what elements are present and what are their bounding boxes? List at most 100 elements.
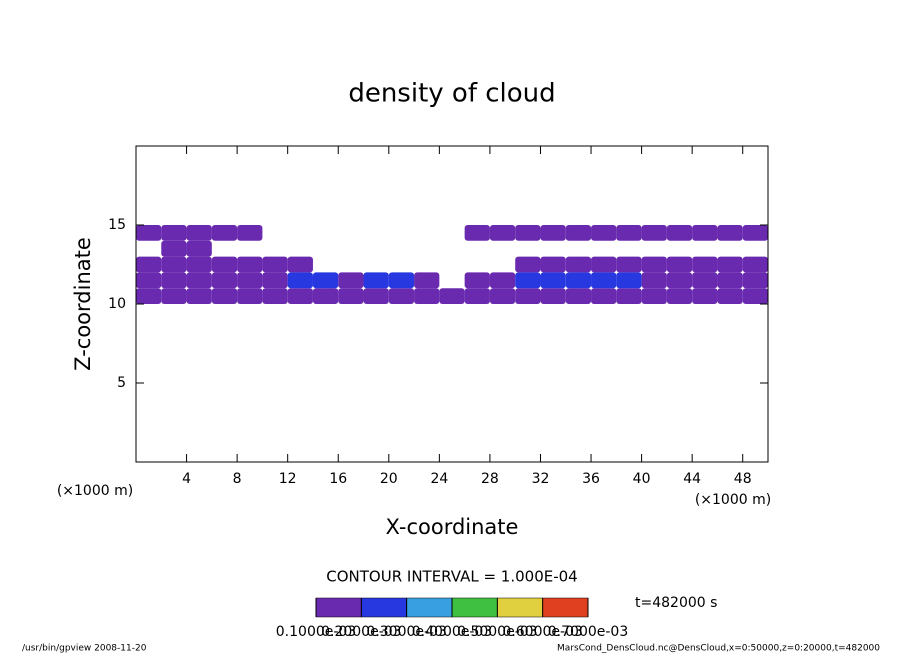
heat-cell (742, 225, 768, 241)
heat-cell (464, 272, 490, 289)
heat-cell (616, 225, 642, 241)
heat-cell (161, 240, 187, 257)
heat-cell (641, 256, 667, 273)
footer-right: MarsCond_DensCloud.nc@DensCloud,x=0:5000… (557, 644, 880, 654)
heat-cell (388, 288, 415, 304)
heat-cell (565, 256, 592, 273)
heat-cell (489, 288, 516, 304)
chart-title: density of cloud (348, 79, 555, 109)
heat-cell (186, 240, 212, 257)
x-tick-label: 24 (430, 471, 448, 487)
x-tick-label: 12 (279, 471, 297, 487)
heat-cell (439, 288, 465, 304)
colorbar-segment (451, 597, 498, 618)
heat-cell (565, 272, 592, 289)
heat-cell (161, 288, 187, 304)
x-tick-label: 40 (633, 471, 651, 487)
heat-cell (237, 272, 263, 289)
heat-cell (666, 288, 693, 304)
heat-cell (666, 272, 693, 289)
colorbar-label: 0.2000e-03 (321, 624, 401, 640)
heat-cell (186, 272, 212, 289)
heat-cell (338, 272, 364, 289)
heat-cell (591, 225, 617, 241)
x-unit: (×1000 m) (57, 483, 133, 499)
heat-cell (312, 272, 339, 289)
heat-cell (262, 272, 288, 289)
heat-cell (414, 288, 440, 304)
heat-cell (262, 256, 288, 273)
heat-cell (717, 272, 743, 289)
heat-cell (540, 256, 566, 273)
colorbar-label: 0.4000e-03 (412, 624, 492, 640)
heat-cell (540, 225, 566, 241)
x-tick-label: 48 (734, 471, 752, 487)
heat-cell (692, 256, 718, 273)
heat-cell (363, 288, 389, 304)
heat-cell (717, 225, 743, 241)
x-tick-label: 32 (532, 471, 550, 487)
heat-cell (161, 256, 187, 273)
heat-cell (237, 256, 263, 273)
heat-cell (591, 256, 617, 273)
heat-cell (515, 256, 541, 273)
heat-cell (338, 288, 364, 304)
colorbar-segment (497, 597, 543, 618)
heat-cell (515, 272, 541, 289)
contour-interval: CONTOUR INTERVAL = 1.000E-04 (326, 568, 577, 586)
heat-cell (464, 288, 490, 304)
heat-cell (742, 256, 768, 273)
heat-cell (666, 256, 693, 273)
time-label: t=482000 s (635, 595, 717, 611)
heat-cell (717, 288, 743, 304)
heat-cell (237, 288, 263, 304)
y-tick-label: 10 (108, 296, 126, 312)
colorbar-segment (315, 597, 362, 618)
x-tick-label: 4 (182, 471, 191, 487)
colorbar-label: 0.1000e-03 (276, 624, 356, 640)
heat-cell (186, 288, 212, 304)
heat-cell (717, 256, 743, 273)
heat-cell (287, 272, 313, 289)
heat-cell (211, 256, 238, 273)
heat-cell (591, 288, 617, 304)
colorbar-label: 0.6000e-03 (502, 624, 582, 640)
heat-cell (742, 288, 768, 304)
heat-cell (692, 288, 718, 304)
x-tick-label: 44 (683, 471, 701, 487)
colorbar-segment (406, 597, 453, 618)
heat-cell (161, 225, 187, 241)
y-tick-label: 15 (108, 217, 126, 233)
x-tick-label: 36 (582, 471, 600, 487)
colorbar-segment (542, 597, 589, 618)
x-tick-label: 16 (329, 471, 347, 487)
x-tick-label: 8 (233, 471, 242, 487)
x-unit: (×1000 m) (695, 492, 771, 508)
heat-cell (363, 272, 389, 289)
heat-cell (692, 225, 718, 241)
heat-cell (136, 272, 162, 289)
heat-cell (211, 288, 238, 304)
heat-cell (414, 272, 440, 289)
heat-cell (692, 272, 718, 289)
footer-left: /usr/bin/gpview 2008-11-20 (22, 644, 147, 654)
colorbar-segment (361, 597, 407, 618)
heat-cell (464, 225, 490, 241)
heat-cell (540, 288, 566, 304)
heat-cell (616, 272, 642, 289)
heat-cell (742, 272, 768, 289)
heat-cell (262, 288, 288, 304)
y-axis-label: Z-coordinate (71, 237, 95, 371)
colorbar-label: 0.3000e-03 (366, 624, 446, 640)
heat-cell (515, 225, 541, 241)
x-tick-label: 20 (380, 471, 398, 487)
heat-cell (641, 288, 667, 304)
x-tick-label: 28 (481, 471, 499, 487)
heat-cell (591, 272, 617, 289)
heat-cell (211, 225, 238, 241)
heat-cell (565, 288, 592, 304)
heat-cell (565, 225, 592, 241)
heat-cell (237, 225, 263, 241)
heat-cell (515, 288, 541, 304)
